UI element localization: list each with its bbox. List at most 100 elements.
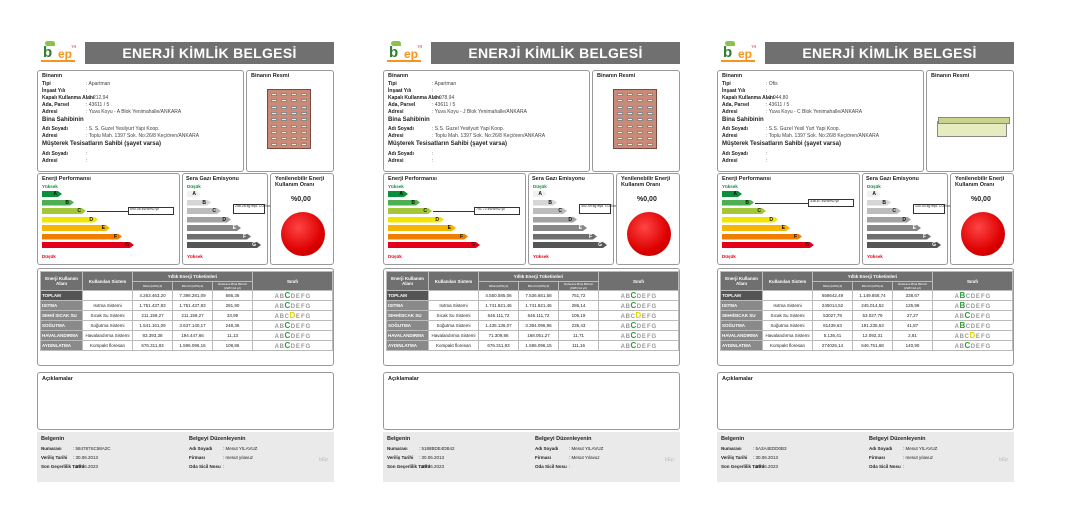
class-letter: G (305, 294, 311, 300)
field-label: İnşaat Yılı (388, 88, 412, 94)
ghg-class-bar: C (187, 208, 221, 214)
class-letter: F (981, 324, 986, 330)
footer-issuer-field: Adı Soyadı: Mesut YILAVUZ (869, 446, 937, 451)
table-subheader-row: Nihai (kWh/yıl) Birincil (kWh/yıl) Referan… (387, 280, 679, 291)
class-letter: F (981, 334, 986, 340)
field-value: : (432, 158, 434, 164)
certificate-header: b ep TR ENERJİ KİMLİK BELGESİ (37, 40, 334, 66)
row-reference-primary: 11,13 (212, 330, 253, 341)
energy-class-bar: F (388, 234, 468, 240)
table-row: HAVALANDIRMA Havalandırma Sistemi 5.136,41… (720, 330, 1013, 341)
ghg-class-bar: D (533, 217, 577, 223)
row-reference-primary: 338,67 (892, 290, 933, 301)
footer-issuer-title: Belgeyi Düzenleyenin (535, 436, 592, 442)
field-label: Adresi (42, 109, 58, 115)
field-label: Ada, Parsel (388, 102, 416, 108)
footer-certificate-field: Son Geçerlilik Tarihi: 30.06.2023 (387, 464, 444, 469)
row-class-scale: ABCDEFG (932, 340, 1013, 351)
energy-consumption-table: Enerji Kullanım Alanı Kullanılan Sistem Yı… (720, 271, 1013, 351)
footer-label: Veriliş Tarihi (41, 455, 68, 460)
class-letter: B (959, 291, 966, 300)
row-primary-energy: 646.751,68 (852, 340, 893, 351)
class-letter: E (641, 334, 647, 340)
class-letter: C (630, 321, 637, 330)
class-letter: F (301, 304, 306, 310)
footer-issuer-field: Firması: mesut yılavuz (869, 455, 933, 460)
field-label: Adresi (388, 158, 404, 164)
class-letter: C (964, 341, 971, 350)
row-class-scale: ABCDEFG (252, 290, 333, 301)
class-letter: G (985, 294, 991, 300)
field-label: Kapalı Kullanma Alanı (388, 95, 441, 101)
building-field: Tipi: Apartman (388, 81, 456, 87)
footer-issuer-field: Oda Sicil Nosu: (189, 464, 224, 469)
class-letter: G (985, 314, 991, 320)
subheader-cell: Nihai (kWh/yıl) (132, 280, 173, 291)
class-letter: D (970, 304, 976, 310)
subheader-cell: Birincil (kWh/yıl) (518, 280, 559, 291)
row-system: Kompakt floresan (428, 340, 479, 351)
row-usage-name: HAVALANDIRMA (720, 330, 763, 341)
row-reference-primary: 125,98 (892, 300, 933, 311)
class-letter: A (274, 304, 280, 310)
row-primary-energy: 3.384.096,96 (518, 320, 559, 331)
energy-value-pointer (433, 211, 474, 212)
row-reference-primary: 686,36 (212, 290, 253, 301)
energy-class-bar: E (42, 225, 110, 231)
class-letter: A (274, 314, 280, 320)
footer-value: : 584787SC58A2C (73, 446, 111, 451)
class-letter: C (284, 314, 290, 320)
energy-value-pointer (87, 211, 128, 212)
notes-panel: Açıklamalar (37, 372, 334, 430)
energy-class-bar: D (722, 217, 778, 223)
image-section-title: Binanın Resmi (931, 73, 970, 79)
energy-value: 338.67 kWh/m2.yıl (808, 198, 854, 207)
energy-consumption-table-panel: Enerji Kullanım Alanı Kullanılan Sistem Yı… (37, 268, 334, 366)
class-letter: B (279, 344, 285, 350)
building-image-panel: Binanın Resmi (926, 70, 1014, 172)
logo-ep: ep (738, 47, 753, 61)
logo-b: b (43, 44, 53, 61)
row-usage-name: TOPLAM (720, 290, 763, 301)
building-field: Kapalı Kullanma Alanı: 1.944,80 (722, 95, 788, 101)
field-value: : (86, 88, 88, 94)
class-letter: A (954, 344, 960, 350)
field-label: Adı Soyadı (722, 126, 748, 132)
row-class-scale: ABCDEFG (932, 330, 1013, 341)
energy-scale-bottom: Düşük (388, 254, 402, 259)
footer-issuer-field: Firması: mesut yılavuz (189, 455, 253, 460)
ghg-class-bar: D (867, 217, 911, 223)
row-primary-energy: 1.751.437,83 (172, 300, 213, 311)
building-field: Kapalı Kullanma Alanı: 6.212,94 (42, 95, 108, 101)
class-letter: A (274, 344, 280, 350)
footer-label: Oda Sicil Nosu (189, 464, 221, 469)
field-value: : 43611 / 5 (766, 102, 790, 108)
footer-certificate-field: Veriliş Tarihi: 30.06.2013 (387, 455, 444, 460)
table-header-row: Enerji Kullanım Alanı Kullanılan Sistem Yı… (720, 271, 1013, 291)
table-row: AYDINLATMA Kompakt floresan 676.311,93 1.59… (40, 340, 333, 351)
ghg-title: Sera Gazı Emisyonu (866, 176, 919, 182)
energy-certificate: b ep TR ENERJİ KİMLİK BELGESİ Binanın Tipi: A… (383, 40, 680, 482)
class-letter: B (625, 324, 631, 330)
energy-class-bar: G (388, 242, 480, 248)
energy-class-bar: A (42, 191, 62, 197)
footer-value: : (903, 464, 905, 469)
class-letter: A (620, 344, 626, 350)
class-letter: G (305, 314, 311, 320)
row-primary-energy: 191.235,53 (852, 320, 893, 331)
class-letter: D (970, 344, 976, 350)
header-usage-area: Enerji Kullanım Alanı (386, 271, 429, 291)
building-field: Ada, Parsel: 43611 / 5 (722, 102, 789, 108)
energy-consumption-table-panel: Enerji Kullanım Alanı Kullanılan Sistem Yı… (383, 268, 680, 366)
table-row: SOĞUTMA Soğutma Sistemi 1.541.161,09 3.637.… (40, 320, 333, 331)
ghg-value: 258.28 kg eşd. CO2/m2.yıl (233, 203, 276, 214)
footer-value: : 30.06.2023 (73, 464, 99, 469)
ghg-emission-panel: Sera Gazı Emisyonu Düşük A B C D E F G Yüksek 302.… (528, 173, 622, 265)
logo-b: b (723, 44, 733, 61)
class-letter: C (964, 334, 970, 340)
class-letter: C (284, 321, 291, 330)
footer-label: Adı Soyadı (869, 446, 893, 451)
row-primary-energy: 53.027,79 (852, 310, 893, 321)
ghg-class-bar: F (867, 234, 931, 240)
leaf-icon (45, 41, 55, 46)
